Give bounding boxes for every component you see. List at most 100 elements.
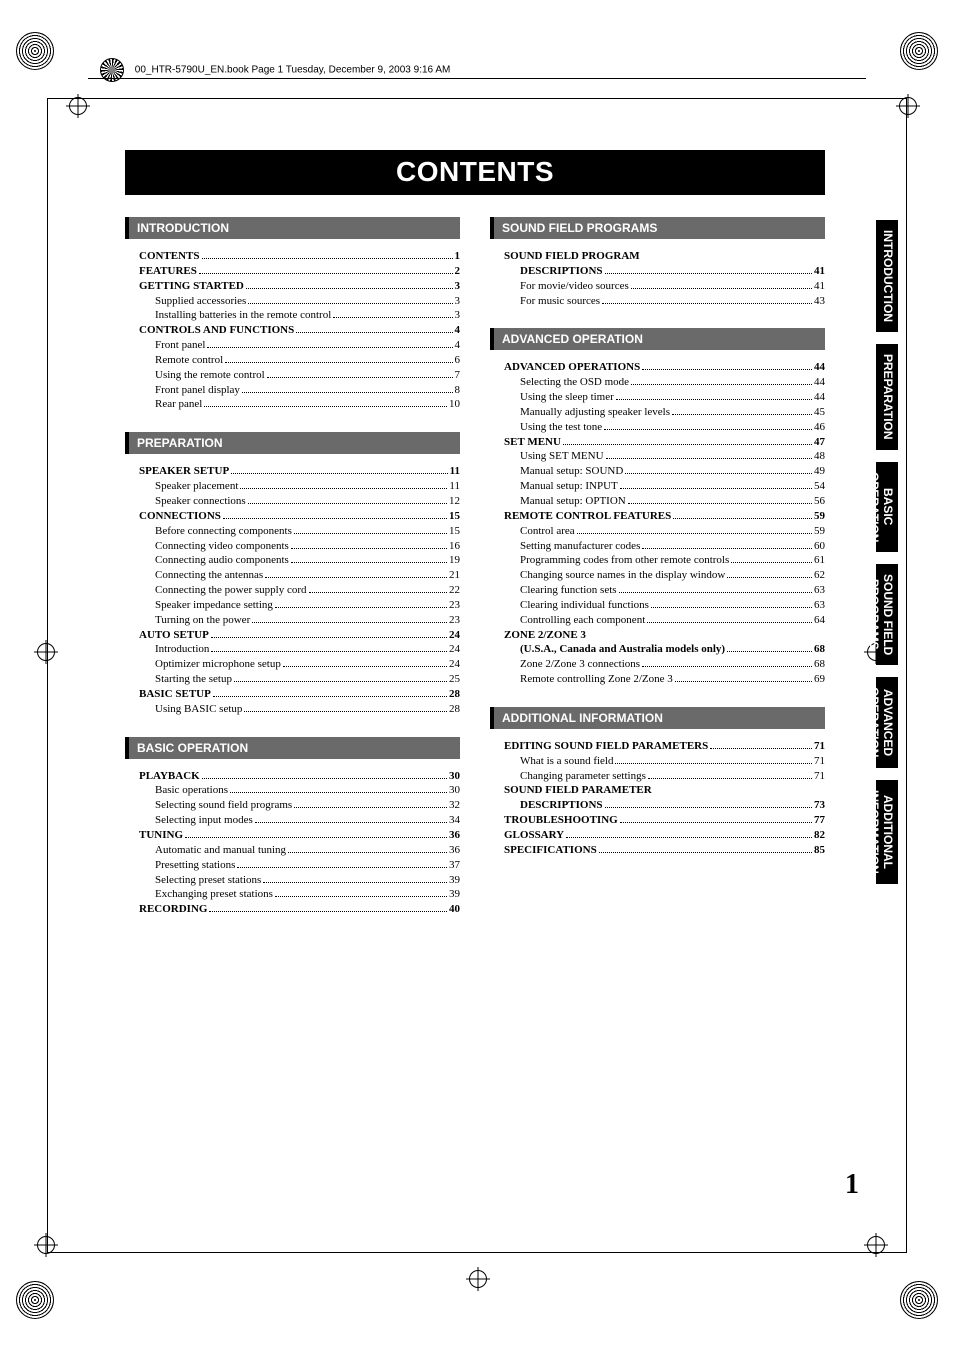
toc-entry-sub[interactable]: Starting the setup25: [125, 672, 460, 687]
section-tab[interactable]: PREPARATION: [876, 344, 898, 450]
toc-entry-sub[interactable]: Control area 59: [490, 524, 825, 539]
toc-entry-sub[interactable]: Using the remote control7: [125, 368, 460, 383]
toc-entry-sub[interactable]: Changing source names in the display win…: [490, 568, 825, 583]
section-tab[interactable]: BASIC OPERATION: [876, 462, 898, 552]
toc-entry-main[interactable]: SPECIFICATIONS85: [490, 843, 825, 858]
toc-entry-main[interactable]: SOUND FIELD PARAMETER: [490, 783, 825, 798]
toc-entry-sub[interactable]: Connecting the power supply cord22: [125, 583, 460, 598]
toc-entry-sub[interactable]: Front panel4: [125, 338, 460, 353]
toc-entry-sub[interactable]: Installing batteries in the remote contr…: [125, 308, 460, 323]
toc-entry-sub[interactable]: Selecting preset stations39: [125, 873, 460, 888]
toc-entry-sub[interactable]: Using BASIC setup28: [125, 702, 460, 717]
toc-leader-dots: [616, 391, 812, 400]
toc-entry-main[interactable]: GETTING STARTED3: [125, 279, 460, 294]
toc-entry-main[interactable]: BASIC SETUP28: [125, 687, 460, 702]
toc-leader-dots: [294, 800, 447, 809]
toc-entry-main[interactable]: GLOSSARY82: [490, 828, 825, 843]
toc-entry-sub[interactable]: Exchanging preset stations39: [125, 887, 460, 902]
toc-entry-main[interactable]: CONTROLS AND FUNCTIONS4: [125, 323, 460, 338]
toc-entry-main[interactable]: FEATURES2: [125, 264, 460, 279]
toc-entry-sub[interactable]: Using the sleep timer44: [490, 390, 825, 405]
toc-leader-dots: [599, 844, 812, 853]
toc-entry-label: TUNING: [139, 828, 183, 843]
toc-columns: INTRODUCTIONCONTENTS1FEATURES2GETTING ST…: [125, 217, 825, 937]
toc-entry-main[interactable]: DESCRIPTIONS41: [490, 264, 825, 279]
toc-entry-sub[interactable]: Selecting sound field programs32: [125, 798, 460, 813]
toc-entry-sub[interactable]: Remote controlling Zone 2/Zone 369: [490, 672, 825, 687]
toc-entry-sub[interactable]: Before connecting components15: [125, 524, 460, 539]
toc-entry-page: 39: [449, 873, 460, 888]
toc-leader-dots: [202, 770, 447, 779]
toc-leader-dots: [631, 377, 812, 386]
toc-entry-sub[interactable]: Rear panel10: [125, 397, 460, 412]
section-tab[interactable]: SOUND FIELD PROGRAMS: [876, 564, 898, 665]
toc-entry-page: 16: [449, 539, 460, 554]
toc-entry-page: 59: [814, 524, 825, 539]
toc-entry-sub[interactable]: Setting manufacturer codes60: [490, 539, 825, 554]
toc-entry-main[interactable]: (U.S.A., Canada and Australia models onl…: [490, 642, 825, 657]
toc-entry-main[interactable]: AUTO SETUP24: [125, 628, 460, 643]
toc-entry-label: What is a sound field: [520, 754, 613, 769]
section-tab[interactable]: ADVANCED OPERATION: [876, 677, 898, 767]
toc-entry-main[interactable]: DESCRIPTIONS73: [490, 798, 825, 813]
toc-entry-main[interactable]: REMOTE CONTROL FEATURES59: [490, 509, 825, 524]
toc-entry-page: 3: [455, 308, 461, 323]
toc-entry-sub[interactable]: Speaker connections12: [125, 494, 460, 509]
toc-entry-sub[interactable]: Turning on the power23: [125, 613, 460, 628]
toc-entry-sub[interactable]: Automatic and manual tuning36: [125, 843, 460, 858]
toc-entry-main[interactable]: SOUND FIELD PROGRAM: [490, 249, 825, 264]
toc-entry-sub[interactable]: Controlling each component64: [490, 613, 825, 628]
toc-entry-main[interactable]: PLAYBACK30: [125, 769, 460, 784]
toc-entry-sub[interactable]: Remote control6: [125, 353, 460, 368]
toc-leader-dots: [248, 295, 452, 304]
toc-entry-sub[interactable]: Optimizer microphone setup24: [125, 657, 460, 672]
toc-entry-sub[interactable]: Manual setup: OPTION56: [490, 494, 825, 509]
toc-entry-label: Using SET MENU: [520, 449, 604, 464]
toc-entry-sub[interactable]: Programming codes from other remote cont…: [490, 553, 825, 568]
toc-entry-label: CONNECTIONS: [139, 509, 221, 524]
toc-entry-main[interactable]: EDITING SOUND FIELD PARAMETERS71: [490, 739, 825, 754]
toc-entry-sub[interactable]: Speaker impedance setting23: [125, 598, 460, 613]
toc-entry-page: 61: [814, 553, 825, 568]
page-body: CONTENTS INTRODUCTIONCONTENTS1FEATURES2G…: [125, 150, 825, 937]
toc-entry-label: FEATURES: [139, 264, 197, 279]
toc-entry-sub[interactable]: For music sources43: [490, 294, 825, 309]
toc-entry-sub[interactable]: Connecting audio components19: [125, 553, 460, 568]
crop-ring-br: [900, 1281, 938, 1319]
toc-entry-sub[interactable]: Basic operations30: [125, 783, 460, 798]
toc-entry-sub[interactable]: Introduction24: [125, 642, 460, 657]
toc-entry-sub[interactable]: Selecting input modes34: [125, 813, 460, 828]
toc-entry-main[interactable]: ADVANCED OPERATIONS44: [490, 360, 825, 375]
toc-entry-main[interactable]: SPEAKER SETUP11: [125, 464, 460, 479]
toc-entry-sub[interactable]: Connecting the antennas21: [125, 568, 460, 583]
toc-entry-sub[interactable]: For movie/video sources41: [490, 279, 825, 294]
toc-entry-sub[interactable]: Manual setup: INPUT54: [490, 479, 825, 494]
toc-entry-main[interactable]: TROUBLESHOOTING77: [490, 813, 825, 828]
toc-entry-sub[interactable]: Speaker placement11: [125, 479, 460, 494]
toc-entry-sub[interactable]: Manual setup: SOUND49: [490, 464, 825, 479]
toc-entry-sub[interactable]: What is a sound field71: [490, 754, 825, 769]
toc-entry-sub[interactable]: Using SET MENU48: [490, 449, 825, 464]
toc-entry-main[interactable]: TUNING36: [125, 828, 460, 843]
toc-entry-main[interactable]: ZONE 2/ZONE 3: [490, 628, 825, 643]
toc-entry-main[interactable]: SET MENU47: [490, 435, 825, 450]
section-tab[interactable]: ADDITIONAL INFORMATION: [876, 780, 898, 884]
toc-entry-sub[interactable]: Using the test tone46: [490, 420, 825, 435]
toc-entry-label: Control area: [520, 524, 575, 539]
toc-entry-sub[interactable]: Front panel display8: [125, 383, 460, 398]
toc-entry-sub[interactable]: Manually adjusting speaker levels45: [490, 405, 825, 420]
toc-entry-page: 4: [455, 323, 461, 338]
toc-entry-sub[interactable]: Presetting stations37: [125, 858, 460, 873]
toc-entry-sub[interactable]: Connecting video components16: [125, 539, 460, 554]
toc-entry-main[interactable]: CONNECTIONS15: [125, 509, 460, 524]
section-tab[interactable]: INTRODUCTION: [876, 220, 898, 332]
toc-entry-main[interactable]: RECORDING40: [125, 902, 460, 917]
toc-entry-sub[interactable]: Zone 2/Zone 3 connections68: [490, 657, 825, 672]
toc-entry-sub[interactable]: Clearing individual functions63: [490, 598, 825, 613]
toc-entry-sub[interactable]: Supplied accessories3: [125, 294, 460, 309]
toc-entry-sub[interactable]: Selecting the OSD mode44: [490, 375, 825, 390]
toc-leader-dots: [199, 265, 453, 274]
toc-entry-main[interactable]: CONTENTS1: [125, 249, 460, 264]
toc-entry-sub[interactable]: Clearing function sets63: [490, 583, 825, 598]
toc-entry-sub[interactable]: Changing parameter settings71: [490, 769, 825, 784]
